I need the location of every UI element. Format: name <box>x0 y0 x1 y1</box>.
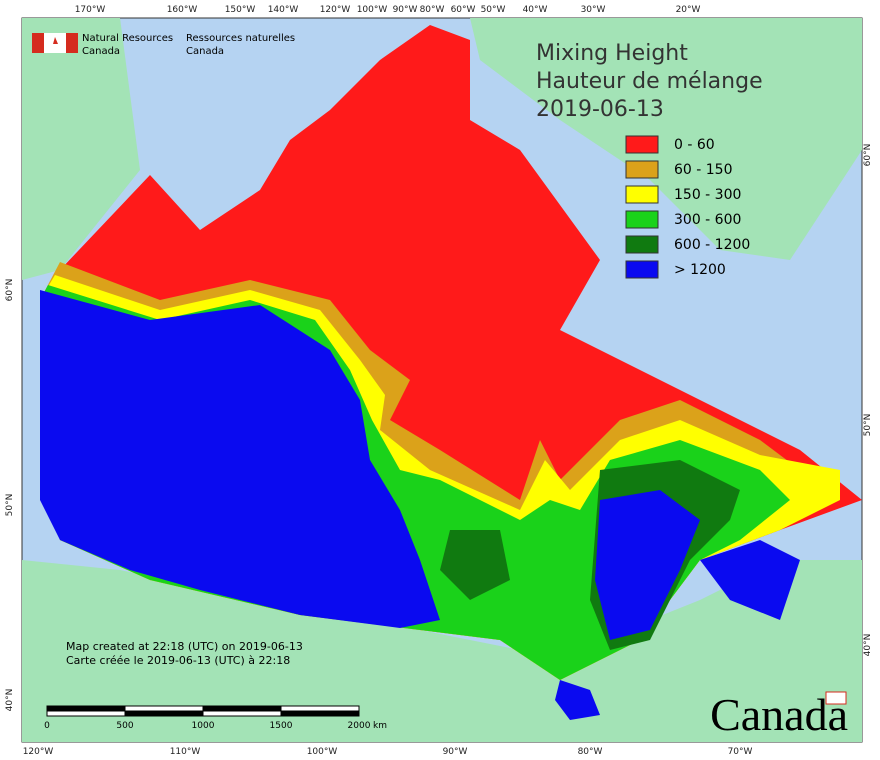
scale-segment <box>46 710 126 717</box>
header: Natural Resources Canada Ressources natu… <box>32 33 295 57</box>
land <box>22 18 862 742</box>
lon-label: 120°W <box>23 747 54 757</box>
legend-label: 600 - 1200 <box>674 237 750 253</box>
title-en: Mixing Height <box>536 41 688 66</box>
agency-fr: Ressources naturelles <box>186 33 295 44</box>
scale-segment <box>280 705 360 712</box>
legend: 0 - 60 60 - 150 150 - 300 300 - 600 600 - 12… <box>625 135 750 279</box>
legend-label: 0 - 60 <box>674 137 715 153</box>
lon-label: 70°W <box>728 747 753 757</box>
lat-label: 50°N <box>863 414 873 437</box>
legend-swatch <box>625 185 659 204</box>
scale-segment <box>46 705 126 712</box>
lon-label: 30°W <box>581 5 606 15</box>
legend-swatch <box>625 260 659 279</box>
title: Mixing Height Hauteur de mélange 2019-06… <box>536 41 763 122</box>
scale-unit: km <box>373 721 387 731</box>
scale-segment <box>124 705 204 712</box>
scale-segment <box>280 710 360 717</box>
legend-label: > 1200 <box>674 262 726 278</box>
legend-label: 300 - 600 <box>674 212 741 228</box>
lat-label: 60°N <box>863 144 873 167</box>
usa <box>22 560 862 742</box>
lat-label: 40°N <box>863 634 873 657</box>
scale-segment <box>124 710 204 717</box>
legend-swatch <box>625 160 659 179</box>
note-fr: Carte créée le 2019-06-13 (UTC) à 22:18 <box>66 654 290 667</box>
lon-label: 80°W <box>420 5 445 15</box>
lon-label: 120°W <box>320 5 351 15</box>
legend-label: 60 - 150 <box>674 162 733 178</box>
region-blue-west <box>40 290 440 628</box>
scale-segment <box>202 710 282 717</box>
flag-bar <box>66 33 78 53</box>
flag-leaf <box>53 37 58 44</box>
lon-label: 150°W <box>225 5 256 15</box>
legend-swatch <box>625 135 659 154</box>
lon-label: 80°W <box>578 747 603 757</box>
region-blue-maritimes <box>700 540 800 620</box>
region-blue-east <box>595 490 700 640</box>
scale-label: 2000 <box>348 721 371 731</box>
wordmark: Canada <box>710 689 848 740</box>
legend-swatch <box>625 235 659 254</box>
wordmark-flag <box>825 691 847 705</box>
title-date: 2019-06-13 <box>536 97 664 122</box>
scale-label: 1500 <box>270 721 293 731</box>
legend-label: 150 - 300 <box>674 187 741 203</box>
flag-bar <box>32 33 44 53</box>
agency-en: Natural Resources <box>82 33 173 44</box>
scale-segment <box>202 705 282 712</box>
region-blue-ontario <box>555 680 600 720</box>
lon-label: 100°W <box>357 5 388 15</box>
alaska <box>22 18 140 280</box>
lon-label: 90°W <box>443 747 468 757</box>
country-fr: Canada <box>186 46 224 57</box>
scale-label: 1000 <box>192 721 215 731</box>
lon-label: 50°W <box>481 5 506 15</box>
lat-label: 60°N <box>5 279 15 302</box>
lon-label: 60°W <box>451 5 476 15</box>
lon-label: 170°W <box>75 5 106 15</box>
greenland <box>470 18 862 260</box>
scale-label: 500 <box>116 721 133 731</box>
region-darkgreen-central <box>440 530 510 600</box>
scale-label: 0 <box>44 721 50 731</box>
scale-bar: 0 500 1000 1500 2000 km <box>44 705 387 731</box>
lon-label: 140°W <box>268 5 299 15</box>
canada <box>40 25 862 720</box>
lon-label: 100°W <box>307 747 338 757</box>
graticule: 170°W 160°W 150°W 140°W 120°W 100°W 90°W 80°W 60… <box>5 5 873 757</box>
lon-label: 20°W <box>676 5 701 15</box>
lat-label: 40°N <box>5 689 15 712</box>
lon-label: 90°W <box>393 5 418 15</box>
title-fr: Hauteur de mélange <box>536 69 763 94</box>
lat-label: 50°N <box>5 494 15 517</box>
lon-label: 110°W <box>170 747 201 757</box>
country-en: Canada <box>82 46 120 57</box>
lon-label: 40°W <box>523 5 548 15</box>
note-en: Map created at 22:18 (UTC) on 2019-06-13 <box>66 640 303 653</box>
legend-swatch <box>625 210 659 229</box>
lon-label: 160°W <box>167 5 198 15</box>
